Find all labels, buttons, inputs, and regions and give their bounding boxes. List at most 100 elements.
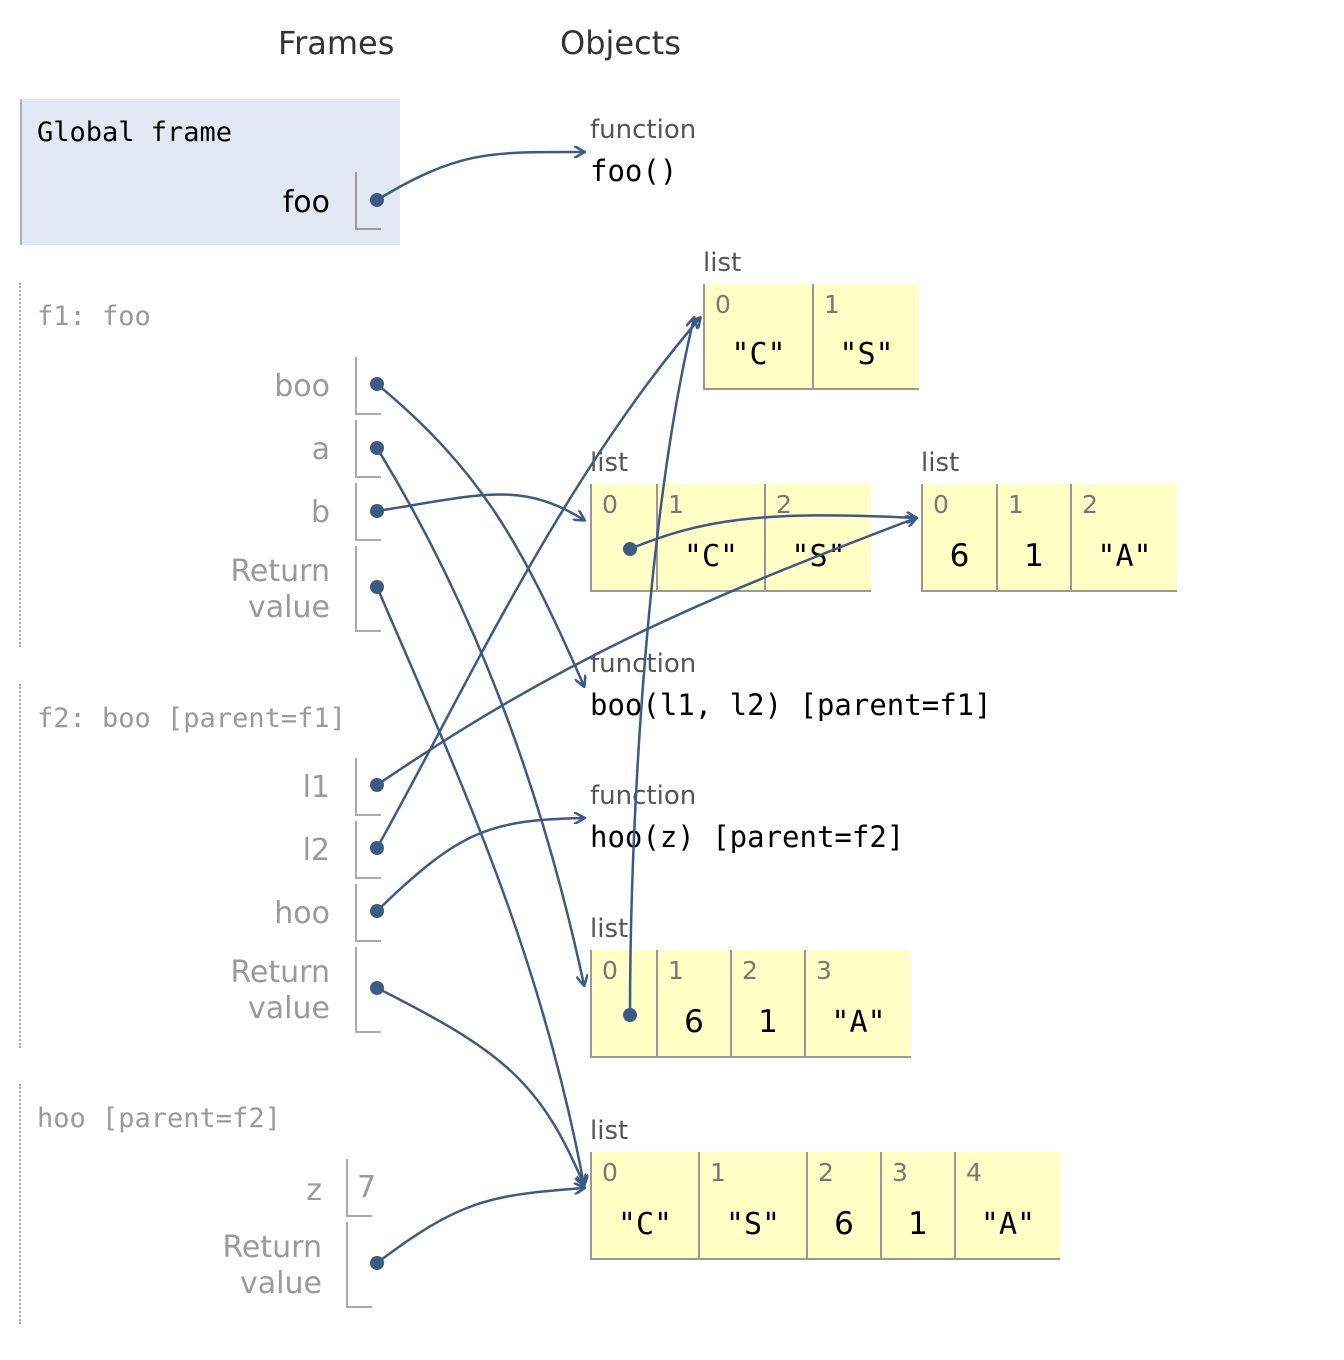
list-index: 1 [668, 956, 684, 985]
list-index: 1 [710, 1158, 726, 1187]
list-res: 0 "C" 1 "S" 2 6 3 1 4 "A" [590, 1152, 1060, 1260]
f1-return-slot [355, 546, 381, 632]
f2-var-l2: l2 [302, 833, 330, 868]
list-61a: 0 6 1 1 2 "A" [921, 484, 1177, 592]
pointer-dot [370, 841, 384, 855]
fn-hoo-signature: hoo(z) [parent=f2] [590, 820, 905, 854]
list-value: 6 [949, 538, 970, 574]
global-frame [20, 99, 400, 245]
list-index: 1 [1008, 490, 1024, 519]
list-index: 3 [892, 1158, 908, 1187]
f2-frame-border [19, 684, 21, 1048]
list-cs: 0 "C" 1 "S" [703, 284, 919, 390]
list-index: 0 [602, 1158, 618, 1187]
arrow-boo [376, 383, 584, 686]
list-cell: 2 6 [806, 1152, 880, 1260]
f2-l2-slot [355, 821, 381, 879]
list-cell: 0 6 [921, 484, 996, 592]
f2-frame-title: f2: boo [parent=f1] [37, 703, 346, 734]
list-index: 1 [824, 290, 840, 319]
list-index: 3 [816, 956, 832, 985]
arrow-list-a-0 [629, 515, 916, 551]
hoo-var-return: Return value [222, 1230, 322, 1301]
list-cell: 2 "A" [1070, 484, 1177, 592]
arrow-return-f1 [375, 586, 584, 1185]
fn-hoo-type: function [590, 781, 697, 811]
list-a: 0 1 "C" 2 "S" [590, 484, 871, 592]
list-value: "A" [831, 1005, 886, 1040]
list-cell: 0 [590, 950, 656, 1058]
list-res-type: list [590, 1116, 629, 1146]
pointer-dot [370, 580, 384, 594]
f2-hoo-slot [355, 884, 381, 942]
list-a-type: list [590, 448, 629, 478]
list-value: 1 [1024, 538, 1044, 574]
arrow-foo [376, 152, 584, 202]
list-index: 4 [966, 1158, 982, 1187]
pointer-dot [370, 778, 384, 792]
list-cell: 3 1 [880, 1152, 954, 1260]
pointer-dot [370, 441, 384, 455]
global-frame-title: Global frame [37, 117, 233, 148]
list-cell: 4 "A" [954, 1152, 1060, 1260]
pointer-dot [370, 377, 384, 391]
global-foo-slot [355, 172, 381, 230]
f1-var-boo: boo [274, 369, 330, 404]
arrow-a [375, 447, 584, 985]
list-index: 1 [668, 490, 684, 519]
pointer-dot [370, 1256, 384, 1270]
list-cell: 3 "A" [804, 950, 911, 1058]
f1-var-b: b [310, 495, 330, 530]
list-index: 0 [715, 290, 731, 319]
list-index: 2 [742, 956, 758, 985]
list-value: 6 [684, 1004, 704, 1040]
objects-header: Objects [560, 24, 681, 62]
list-value: "C" [683, 539, 739, 574]
list-value: "C" [617, 1207, 673, 1242]
pointer-dot [370, 981, 384, 995]
f2-var-return: Return value [230, 955, 330, 1026]
hoo-return-slot [346, 1222, 372, 1308]
list-index: 0 [933, 490, 949, 519]
f2-var-l1: l1 [302, 770, 330, 805]
frames-header: Frames [278, 24, 395, 62]
hoo-frame-border [19, 1084, 21, 1324]
hoo-var-z: z [306, 1173, 322, 1208]
f1-frame-title: f1: foo [37, 301, 151, 332]
list-index: 2 [1082, 490, 1098, 519]
fn-boo-signature: boo(l1, l2) [parent=f1] [590, 688, 992, 722]
arrow-return-f2 [376, 986, 584, 1185]
f2-var-hoo: hoo [274, 896, 330, 931]
f1-boo-slot [355, 357, 381, 415]
list-cell: 2 1 [730, 950, 804, 1058]
arrow-l1 [376, 518, 916, 787]
list-cell: 1 1 [996, 484, 1070, 592]
list-value: 6 [834, 1206, 854, 1242]
list-index: 0 [602, 956, 618, 985]
f1-var-a: a [311, 432, 330, 467]
list-b: 0 1 6 2 1 3 "A" [590, 950, 911, 1058]
list-value: "A" [980, 1207, 1036, 1242]
list-cell: 1 "S" [812, 284, 919, 390]
f1-b-slot [355, 483, 381, 541]
list-index: 2 [776, 490, 792, 519]
f2-l1-slot [355, 758, 381, 816]
list-index: 0 [602, 490, 618, 519]
arrow-l2 [375, 318, 700, 849]
list-cell: 1 6 [656, 950, 730, 1058]
global-var-foo: foo [282, 185, 330, 220]
list-cs-type: list [703, 248, 742, 278]
pointer-dot [370, 193, 384, 207]
arrow-list-b-0 [628, 318, 694, 1016]
list-cell: 0 [590, 484, 656, 592]
pointer-dot [623, 542, 637, 556]
f2-return-slot [355, 947, 381, 1033]
list-value: "S" [725, 1207, 781, 1242]
hoo-frame-title: hoo [parent=f2] [37, 1103, 281, 1134]
f1-frame-border [19, 283, 21, 647]
pointer-dot [370, 904, 384, 918]
list-cell: 1 "S" [698, 1152, 806, 1260]
list-value: "C" [731, 337, 786, 372]
hoo-z-slot [346, 1159, 372, 1217]
